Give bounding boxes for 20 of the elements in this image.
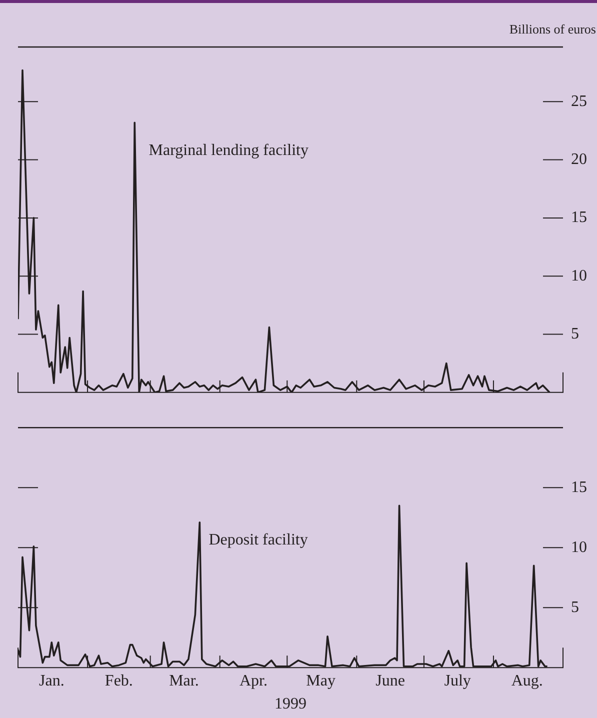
y-tick-label: 15 [571, 209, 587, 226]
x-tick-label: June [376, 672, 405, 690]
x-tick-label: Feb. [104, 672, 133, 690]
x-tick-label: July [444, 672, 471, 690]
x-tick-label: Jan. [38, 672, 64, 690]
x-tick-label: Mar. [169, 672, 199, 690]
x-tick-label: Apr. [239, 672, 268, 690]
y-tick-label: 10 [571, 267, 587, 284]
x-axis-title: 1999 [274, 696, 306, 713]
y-tick-label: 5 [571, 598, 579, 616]
y-tick-label: 5 [571, 325, 579, 342]
x-tick-label: May [306, 672, 336, 690]
y-axis-title: Billions of euros [509, 21, 596, 36]
series-label: Deposit facility [208, 532, 308, 549]
y-tick-label: 15 [571, 478, 587, 496]
y-tick-label: 20 [571, 151, 587, 168]
y-tick-label: 10 [571, 538, 587, 556]
x-tick-label: Aug. [511, 672, 543, 690]
y-tick-label: 25 [571, 92, 587, 110]
series-label: Marginal lending facility [148, 142, 308, 159]
